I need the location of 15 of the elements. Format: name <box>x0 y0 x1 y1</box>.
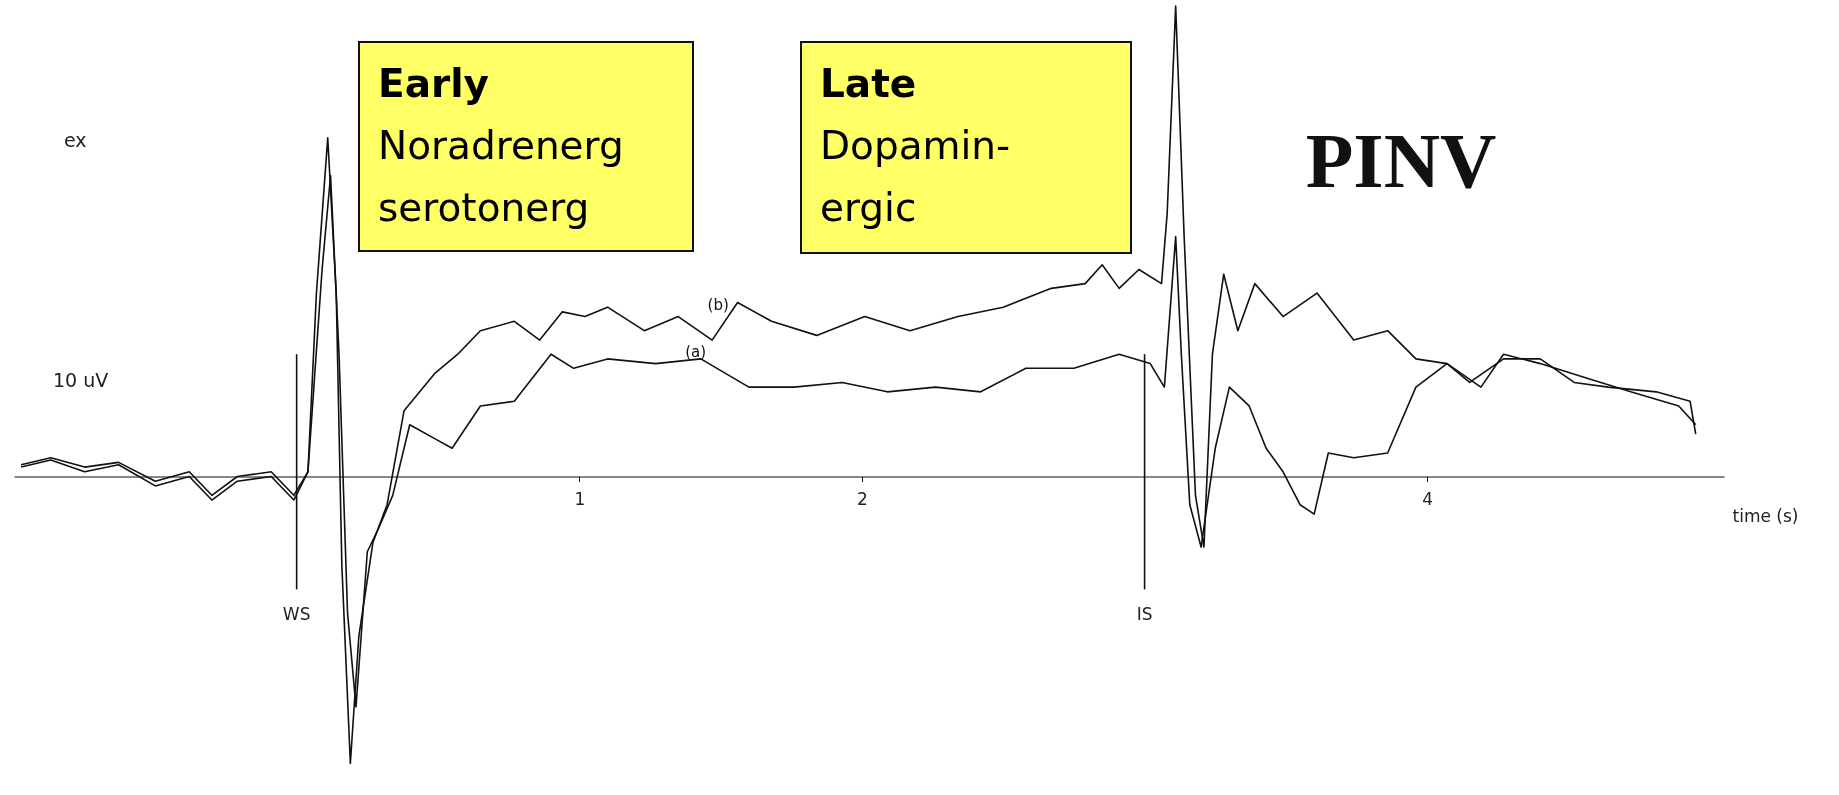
ref-line-label: WS <box>282 604 311 625</box>
x-tick-label: 1 <box>574 489 586 509</box>
note-box: Late Dopamin- ergic <box>800 41 1132 254</box>
x-axis-title: time (s) <box>1732 506 1799 526</box>
annotation: ex <box>64 129 87 151</box>
x-tick-label: 4 <box>1422 489 1434 509</box>
series-label: (a) <box>685 342 707 361</box>
annotation: 10 uV <box>53 369 109 391</box>
ref-line-label: IS <box>1136 604 1153 625</box>
x-tick-label: 2 <box>857 489 868 509</box>
annotation: Late Dopamin- ergic <box>820 60 1012 232</box>
annotation: Early Noradrenerg serotonerg <box>378 60 625 232</box>
series-label: (b) <box>707 295 729 314</box>
note-box: Early Noradrenerg serotonerg <box>358 41 694 252</box>
text: PINV <box>1305 117 1497 204</box>
